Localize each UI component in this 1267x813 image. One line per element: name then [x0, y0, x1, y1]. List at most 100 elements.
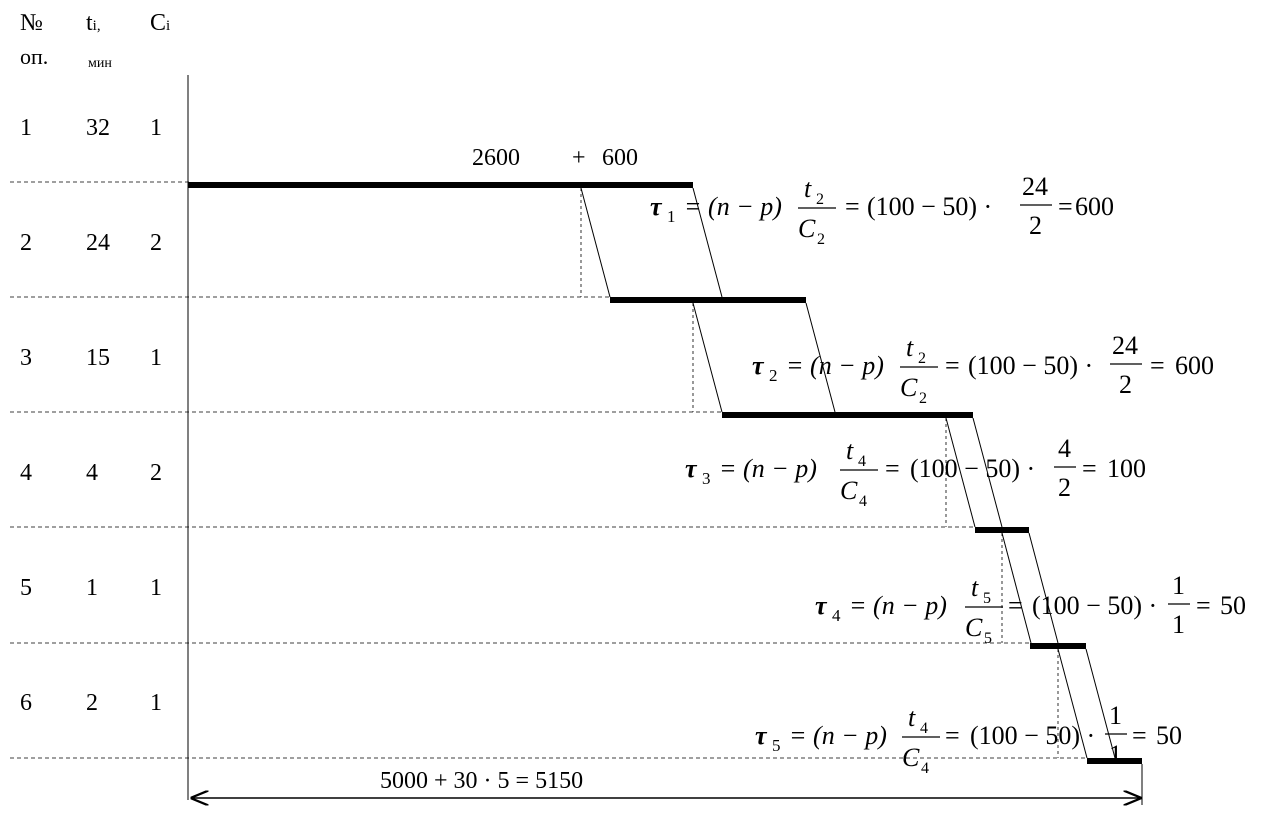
numerator: 1 [1109, 701, 1122, 730]
tau-index: 1 [667, 207, 676, 226]
denominator: 2 [1029, 211, 1042, 240]
result: 50 [1220, 591, 1246, 620]
tau-symbol: τ [752, 351, 765, 380]
result: 50 [1156, 721, 1182, 750]
t-symbol: t [846, 436, 854, 465]
row-3-op: 3 [20, 345, 32, 371]
row-6-machines: 1 [150, 690, 162, 716]
difference-term: (100 − 50) · [867, 192, 992, 221]
header-machines: Ci [150, 10, 170, 37]
equals-sign: = [885, 454, 900, 483]
formula-tau-5: τ 5 = (n − p) t 4 C 4 = (100 − 50) · 1 1… [755, 701, 1182, 777]
equals-sign-2: = [1082, 454, 1097, 483]
formula-tau-3: τ 3 = (n − p) t 4 C 4 = (100 − 50) · 4 2… [685, 434, 1146, 510]
equals-sign: = [945, 721, 960, 750]
tau-symbol: τ [685, 454, 698, 483]
numerator: 4 [1058, 434, 1071, 463]
tau-symbol: τ [650, 192, 663, 221]
numerator: 1 [1172, 571, 1185, 600]
header-time-unit: мин [88, 56, 112, 71]
equals-sign-2: = [1058, 192, 1073, 221]
row-3-machines: 1 [150, 345, 162, 371]
np-term: = (n − p) [849, 591, 947, 620]
denominator: 2 [1119, 370, 1132, 399]
row-4-machines: 2 [150, 460, 162, 486]
t-symbol: t [908, 703, 916, 732]
numerator: 24 [1022, 172, 1048, 201]
np-term: = (n − p) [719, 454, 817, 483]
denominator: 1 [1109, 740, 1122, 769]
c-subscript: 5 [984, 630, 992, 647]
row-3-time: 15 [86, 345, 110, 371]
result: 100 [1107, 454, 1146, 483]
top-label-a: 2600 [472, 145, 520, 171]
tau-index: 2 [769, 366, 778, 385]
header-time-symbol: t [86, 10, 93, 36]
row-1-op: 1 [20, 115, 32, 141]
c-subscript: 2 [817, 231, 825, 248]
difference-term: (100 − 50) · [1032, 591, 1157, 620]
row-6-op: 6 [20, 690, 32, 716]
np-term: = (n − p) [786, 351, 884, 380]
result: 600 [1175, 351, 1214, 380]
row-5-machines: 1 [150, 575, 162, 601]
difference-term: (100 − 50) · [968, 351, 1093, 380]
t-subscript: 4 [858, 453, 866, 470]
transfer-line-1b [692, 187, 723, 298]
denominator: 1 [1172, 610, 1185, 639]
transfer-line-4a [1001, 532, 1032, 644]
cycle-duration-label: 5000 + 30 · 5 = 5150 [380, 768, 583, 794]
t-subscript: 2 [816, 191, 824, 208]
tau-index: 3 [702, 469, 711, 488]
c-symbol: C [965, 613, 983, 642]
transfer-line-3b [972, 417, 1003, 528]
formula-tau-1: τ 1 = (n − p) t 2 C 2 = (100 − 50) · 24 … [650, 172, 1114, 248]
row-2-time: 24 [86, 230, 110, 256]
c-subscript: 4 [859, 493, 867, 510]
tau-symbol: τ [755, 721, 768, 750]
t-symbol: t [971, 573, 979, 602]
transfer-line-2b [805, 302, 836, 413]
header-time: ti, [86, 10, 101, 37]
transfer-line-2a [692, 302, 723, 413]
tau-symbol: τ [815, 591, 828, 620]
header-machines-subscript: i [166, 18, 171, 34]
equals-sign: = [945, 351, 960, 380]
c-subscript: 2 [919, 390, 927, 407]
t-symbol: t [804, 174, 812, 203]
denominator: 2 [1058, 473, 1071, 502]
t-subscript: 2 [918, 350, 926, 367]
equals-sign-2: = [1196, 591, 1211, 620]
c-symbol: C [900, 373, 918, 402]
transfer-line-1a [580, 187, 611, 298]
top-label-b: 600 [602, 145, 638, 171]
transfer-line-5b [1085, 648, 1116, 759]
row-1-machines: 1 [150, 115, 162, 141]
numerator: 24 [1112, 331, 1138, 360]
header-time-subscript: i, [92, 18, 101, 34]
equals-sign: = [845, 192, 860, 221]
transfer-line-3a [945, 417, 976, 528]
difference-term: (100 − 50) · [910, 454, 1035, 483]
tau-index: 4 [832, 606, 841, 625]
t-symbol: t [906, 333, 914, 362]
np-term: = (n − p) [684, 192, 782, 221]
c-symbol: C [798, 214, 816, 243]
formula-tau-4: τ 4 = (n − p) t 5 C 5 = (100 − 50) · 1 1… [815, 571, 1246, 647]
row-4-op: 4 [20, 460, 32, 486]
row-2-machines: 2 [150, 230, 162, 256]
t-subscript: 5 [983, 590, 991, 607]
header-op-number-symbol: № [20, 10, 43, 36]
c-subscript: 4 [921, 760, 929, 777]
difference-term: (100 − 50) · [970, 721, 1095, 750]
row-6-time: 2 [86, 690, 98, 716]
row-4-time: 4 [86, 460, 98, 486]
top-label-plus: + [572, 145, 586, 171]
t-subscript: 4 [920, 720, 928, 737]
equals-sign-2: = [1132, 721, 1147, 750]
c-symbol: C [840, 476, 858, 505]
row-5-op: 5 [20, 575, 32, 601]
transfer-line-4b [1028, 532, 1059, 644]
header-op-label: оп. [20, 44, 49, 69]
